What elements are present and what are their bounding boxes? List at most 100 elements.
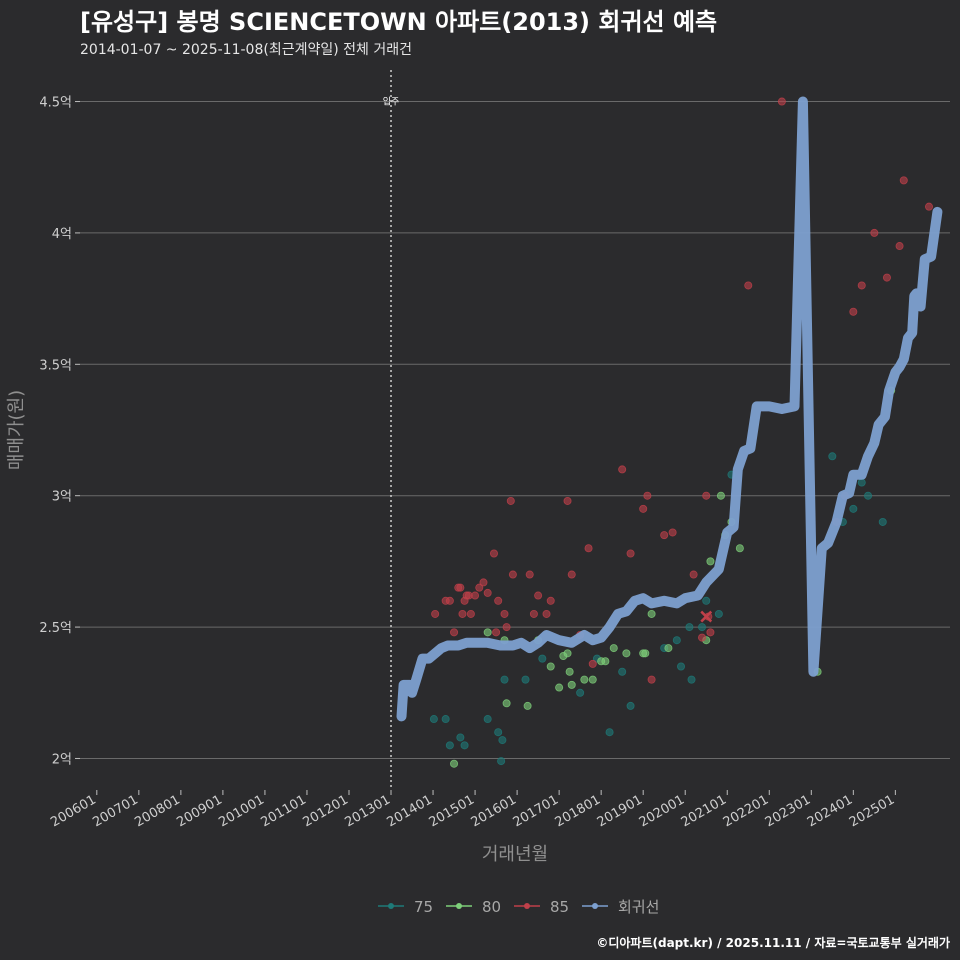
point-75 (494, 728, 503, 737)
point-85 (506, 496, 515, 505)
latest-trade-x (700, 610, 713, 623)
point-75 (672, 636, 681, 645)
point-80 (706, 557, 715, 566)
point-85 (489, 549, 498, 558)
point-75 (538, 654, 547, 663)
point-80 (502, 699, 511, 708)
point-85 (706, 628, 715, 637)
point-85 (508, 570, 517, 579)
point-75 (857, 478, 866, 487)
point-75 (497, 757, 506, 766)
point-85 (584, 544, 593, 553)
legend-label: 80 (482, 898, 501, 916)
x-axis-title: 거래년월 (482, 844, 548, 865)
legend-key-dot (524, 903, 530, 909)
point-85 (450, 628, 459, 637)
y-axis-ticks: 2억 2.5억 3억 3.5억 4억 4.5억 (39, 96, 80, 767)
point-85 (483, 588, 492, 597)
point-80 (523, 701, 532, 710)
point-75 (685, 623, 694, 632)
caption: ©디아파트(dapt.kr) / 2025.11.11 / 자료=국토교통부 실… (596, 935, 950, 950)
point-85 (431, 609, 440, 618)
point-85 (639, 504, 648, 513)
point-85 (643, 491, 652, 500)
point-75 (698, 623, 707, 632)
latest-trade-marker (700, 610, 713, 623)
point-80 (567, 680, 576, 689)
point-85 (492, 628, 501, 637)
point-75 (714, 609, 723, 618)
chart-subtitle: 2014-01-07 ~ 2025-11-08(최근계약일) 전체 거래건 (80, 42, 412, 58)
point-75 (626, 701, 635, 710)
point-75 (456, 733, 465, 742)
point-80 (716, 491, 725, 500)
point-85 (777, 97, 786, 106)
point-75 (460, 741, 469, 750)
point-85 (668, 528, 677, 537)
point-85 (500, 609, 509, 618)
point-85 (529, 609, 538, 618)
point-80 (483, 628, 492, 637)
point-85 (563, 496, 572, 505)
chart-title: [유성구] 봉명 SCIENCETOWN 아파트(2013) 회귀선 예측 (80, 8, 717, 36)
point-75 (864, 491, 873, 500)
legend-item-85: 85 (514, 898, 569, 916)
legend-key-dot (456, 903, 462, 909)
point-85 (924, 202, 933, 211)
point-80 (664, 644, 673, 653)
legend-key-dot (388, 903, 394, 909)
y-tick-label: 2억 (52, 752, 72, 767)
point-80 (563, 649, 572, 658)
point-85 (479, 578, 488, 587)
point-75 (429, 715, 438, 724)
legend-item-80: 80 (446, 898, 501, 916)
point-80 (588, 675, 597, 684)
point-75 (828, 452, 837, 461)
point-75 (849, 504, 858, 513)
point-85 (660, 531, 669, 540)
regression-line (396, 96, 943, 722)
point-80 (641, 649, 650, 658)
point-85 (618, 465, 627, 474)
legend-label: 회귀선 (618, 898, 659, 916)
y-tick-label: 2.5억 (39, 621, 72, 636)
point-80 (601, 657, 610, 666)
point-75 (605, 728, 614, 737)
legend-item-75: 75 (378, 898, 433, 916)
point-75 (498, 736, 507, 745)
point-85 (471, 591, 480, 600)
point-75 (618, 667, 627, 676)
y-tick-label: 3억 (52, 490, 72, 505)
point-85 (456, 583, 465, 592)
point-85 (870, 228, 879, 237)
point-85 (546, 596, 555, 605)
point-75 (521, 675, 530, 684)
point-80 (622, 649, 631, 658)
point-85 (895, 242, 904, 251)
y-tick-label: 4억 (52, 227, 72, 242)
point-85 (626, 549, 635, 558)
point-85 (525, 570, 534, 579)
point-85 (567, 570, 576, 579)
point-80 (546, 662, 555, 671)
point-85 (857, 281, 866, 290)
point-85 (849, 307, 858, 316)
point-80 (735, 544, 744, 553)
point-75 (702, 596, 711, 605)
point-75 (500, 675, 509, 684)
point-75 (878, 517, 887, 526)
point-85 (475, 583, 484, 592)
y-axis-title: 매매가(원) (6, 390, 27, 470)
point-80 (555, 683, 564, 692)
point-85 (744, 281, 753, 290)
point-85 (702, 491, 711, 500)
point-75 (483, 715, 492, 724)
point-85 (647, 675, 656, 684)
point-85 (534, 591, 543, 600)
point-75 (677, 662, 686, 671)
point-85 (588, 659, 597, 668)
point-80 (609, 644, 618, 653)
y-tick-label: 3.5억 (39, 358, 72, 373)
point-85 (502, 623, 511, 632)
